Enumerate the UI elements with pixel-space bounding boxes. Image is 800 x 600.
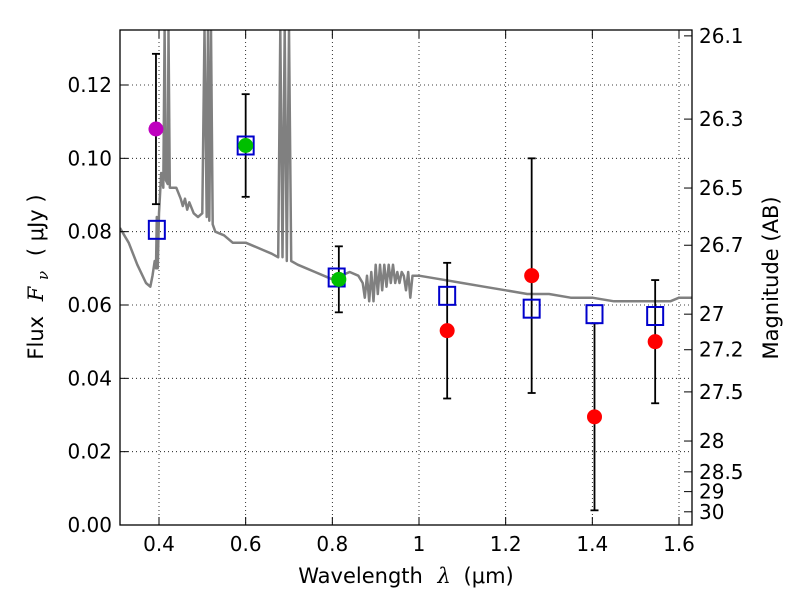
- x-tick-label: 0.6: [230, 532, 262, 556]
- observed-flux-point: [587, 409, 602, 425]
- observed-flux-point: [331, 271, 347, 287]
- y2-tick-label: 28: [699, 429, 724, 453]
- x-tick-label: 1.6: [663, 532, 695, 556]
- observed-flux-point: [238, 138, 254, 153]
- y-axis-title: Flux F ν ( μJy ): [24, 194, 53, 359]
- y-tick-label: 0.00: [67, 513, 112, 537]
- model-flux-square: [585, 304, 604, 325]
- x-tick-label: 0.4: [143, 532, 175, 556]
- y2-tick-label: 26.7: [699, 233, 744, 257]
- observed-flux-point: [647, 334, 663, 350]
- y-tick-label: 0.12: [67, 73, 112, 97]
- y2-tick-label: 27: [699, 302, 724, 326]
- y-tick-label: 0.02: [67, 440, 112, 464]
- model-flux-square: [522, 298, 541, 319]
- observed-flux-point: [148, 121, 164, 137]
- x-tick-label: 1.2: [490, 532, 522, 556]
- data-markers-layer: [147, 52, 665, 512]
- y-tick-label: 0.04: [67, 366, 112, 390]
- axis-ticks: [120, 30, 692, 526]
- y2-tick-label: 28.5: [699, 460, 744, 484]
- y2-tick-label: 27.5: [699, 380, 744, 404]
- observed-flux-point: [524, 268, 540, 284]
- x-tick-label: 1.4: [576, 532, 608, 556]
- y2-tick-label: 26.3: [699, 107, 744, 131]
- y2-tick-label: 30: [699, 500, 724, 524]
- y-axis-unit: ( μJy ): [24, 194, 48, 256]
- y2-tick-label: 26.5: [699, 176, 744, 200]
- model-flux-square: [236, 135, 255, 156]
- x-axis-unit: (μm): [464, 564, 514, 588]
- plot-frame: [119, 29, 693, 526]
- y-tick-label: 0.06: [67, 293, 112, 317]
- model-flux-square: [147, 219, 166, 240]
- y-axis-title-text: Flux: [24, 316, 48, 360]
- tick-labels: 0.4 0.6 0.8 1 1.2 1.4 1.6 0.00 0.02 0.04 0.06 0.08 0…: [67, 24, 743, 556]
- x-axis-title: Wavelength λ (μm): [298, 564, 513, 588]
- x-tick-label: 1: [413, 532, 426, 556]
- x-tick-label: 0.8: [316, 532, 348, 556]
- y-tick-label: 0.08: [67, 220, 112, 244]
- x-axis-title-text: Wavelength: [298, 564, 423, 588]
- model-flux-square: [646, 306, 665, 326]
- y2-tick-label: 26.1: [699, 24, 744, 48]
- y2-axis-title: Magnitude (AB): [759, 196, 783, 359]
- x-axis-symbol: λ: [437, 564, 451, 588]
- y2-tick-label: 29: [699, 480, 724, 504]
- y2-tick-label: 27.2: [699, 338, 744, 362]
- y-tick-label: 0.10: [67, 146, 112, 170]
- observed-flux-point: [439, 323, 455, 339]
- model-flux-square: [438, 285, 457, 306]
- y-axis-symbol: F: [24, 285, 48, 302]
- y-axis-subscript: ν: [34, 271, 52, 280]
- plot-background: [120, 30, 692, 525]
- template-spectrum-layer: [120, 30, 692, 303]
- template-spectrum-line: [120, 30, 692, 303]
